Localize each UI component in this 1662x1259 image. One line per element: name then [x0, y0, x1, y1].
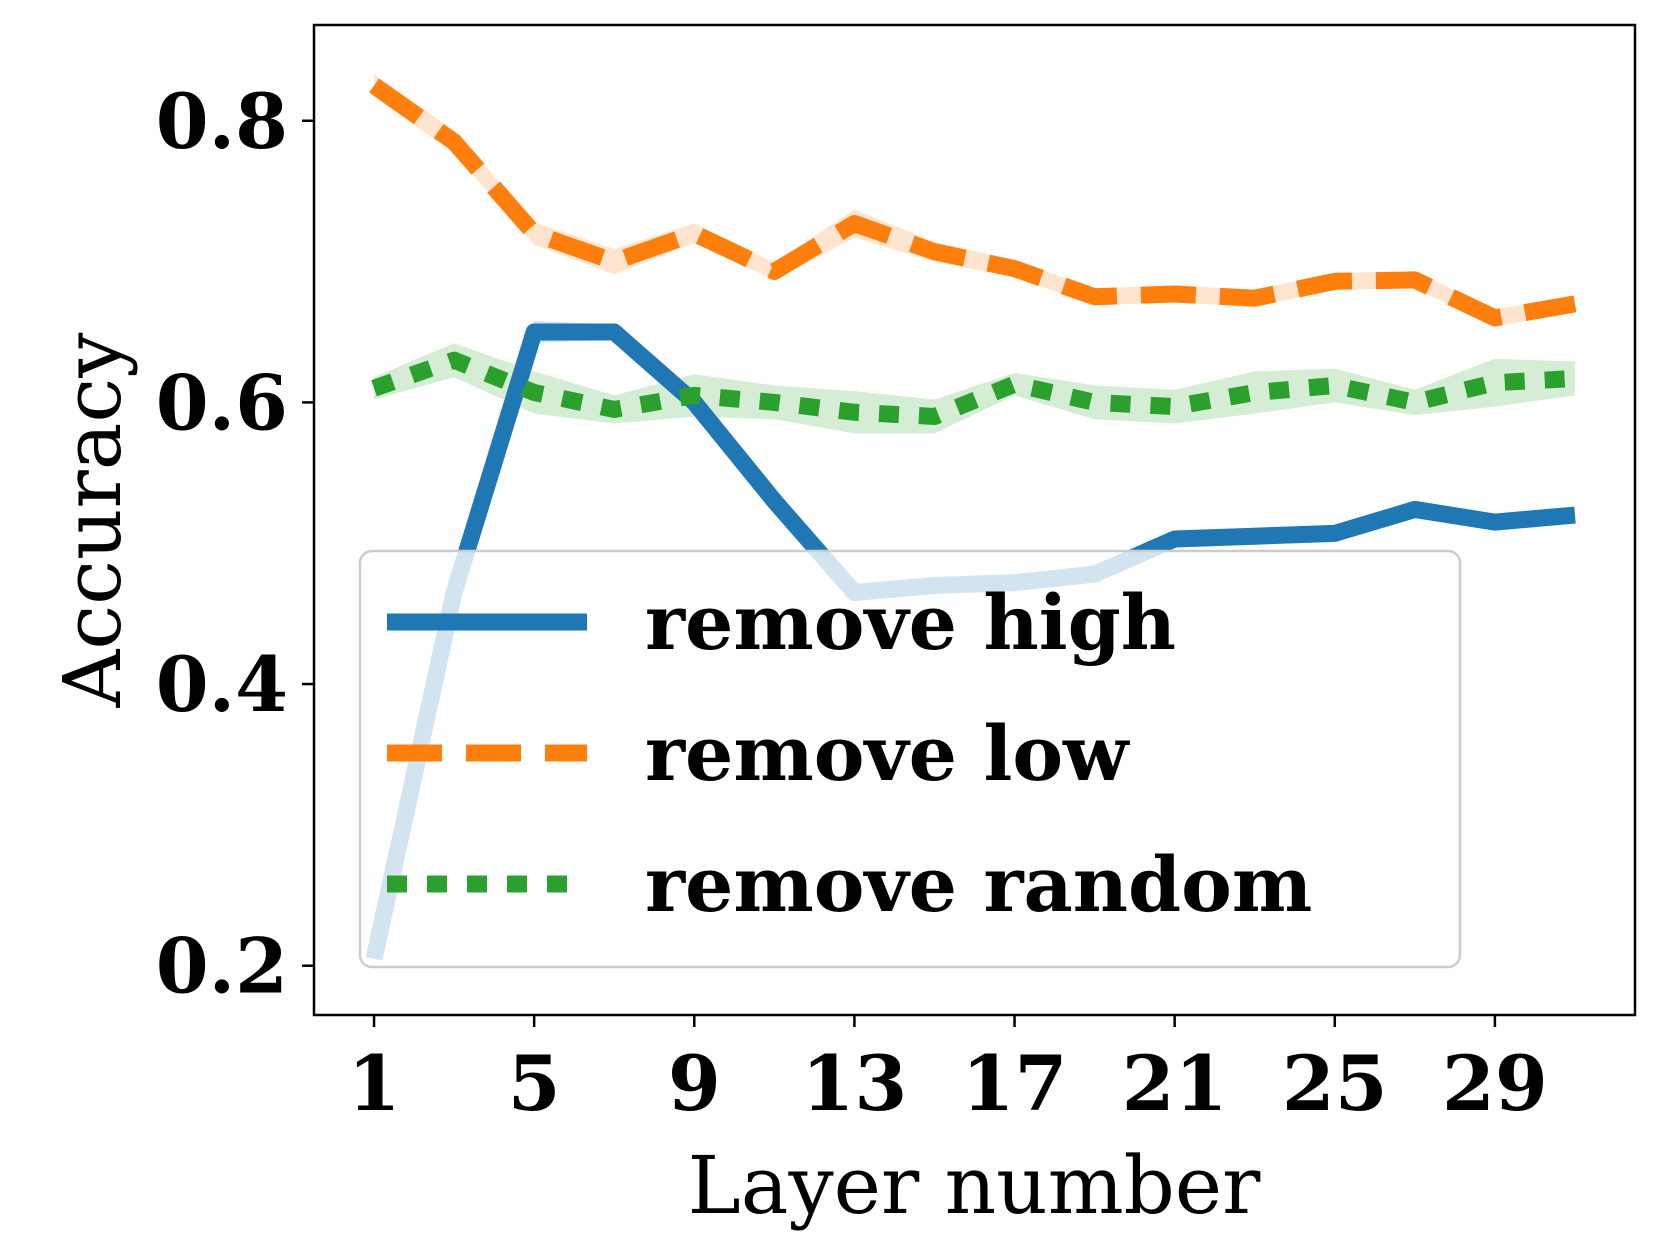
- y-axis-label: Accuracy: [46, 333, 139, 709]
- legend-label-remove-random: remove random: [645, 840, 1312, 929]
- legend-label-remove-low: remove low: [645, 709, 1130, 798]
- legend-label-remove-high: remove high: [645, 578, 1176, 667]
- x-tick-label: 13: [802, 1039, 908, 1128]
- legend: remove high remove low remove random: [358, 549, 1462, 969]
- remove-random-band: [374, 343, 1575, 434]
- x-tick-label: 25: [1282, 1039, 1388, 1128]
- x-axis-label: Layer number: [688, 1139, 1261, 1232]
- x-tick-label: 17: [962, 1039, 1068, 1128]
- x-tick-label: 9: [668, 1039, 721, 1128]
- y-tick-label: 0.8: [156, 77, 288, 166]
- x-axis-ticks: 1 5 9 13 17 21 25 29: [348, 1015, 1548, 1128]
- x-tick-label: 29: [1442, 1039, 1548, 1128]
- y-axis-ticks: 0.2 0.4 0.6 0.8: [156, 77, 314, 1011]
- x-tick-label: 1: [348, 1039, 401, 1128]
- y-tick-label: 0.6: [156, 358, 288, 447]
- legend-box: [358, 549, 1462, 969]
- y-tick-label: 0.4: [156, 640, 288, 729]
- plot-frame: [312, 23, 1637, 1017]
- x-tick-label: 21: [1122, 1039, 1228, 1128]
- y-tick-label: 0.2: [156, 922, 288, 1011]
- remove-random-line: [371, 351, 1576, 425]
- remove-low-line: [369, 78, 1577, 327]
- x-tick-label: 5: [508, 1039, 561, 1128]
